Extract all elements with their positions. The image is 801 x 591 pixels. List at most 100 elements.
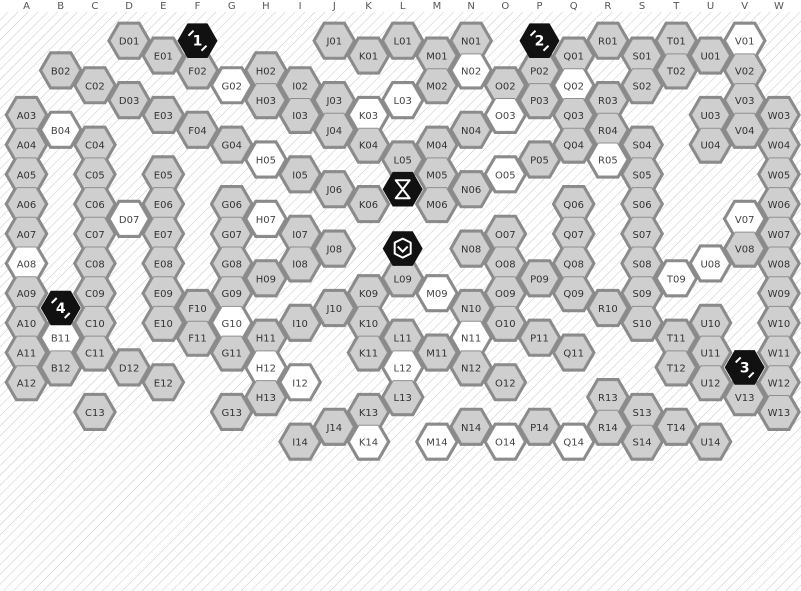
hex-cell-j08[interactable]: J08 bbox=[314, 231, 354, 266]
start-3-badge[interactable]: 3 bbox=[724, 350, 765, 385]
hex-cell-j06[interactable]: J06 bbox=[314, 172, 354, 207]
hex-cell-i03[interactable]: I03 bbox=[280, 98, 320, 132]
hex-cell-m14[interactable]: M14 bbox=[417, 424, 457, 459]
hex-cell-f11[interactable]: F11 bbox=[177, 320, 218, 355]
hex-cell-s10[interactable]: S10 bbox=[622, 305, 662, 340]
hex-cell-o14[interactable]: O14 bbox=[485, 424, 525, 459]
hex-cell-m06[interactable]: M06 bbox=[417, 187, 457, 221]
hex-cell-s14[interactable]: S14 bbox=[622, 424, 662, 459]
hex-cell-a12[interactable]: A12 bbox=[6, 365, 47, 400]
hex-cell-c02[interactable]: C02 bbox=[75, 68, 115, 103]
hourglass-x-icon[interactable] bbox=[382, 171, 423, 207]
hex-cell-b12[interactable]: B12 bbox=[41, 350, 81, 385]
shield-chevron-icon[interactable] bbox=[382, 231, 423, 266]
hex-cell-h07[interactable]: H07 bbox=[246, 201, 286, 236]
hex-cell-k11[interactable]: K11 bbox=[348, 335, 389, 370]
hex-cell-u12[interactable]: U12 bbox=[690, 365, 731, 400]
hex-label: C02 bbox=[85, 81, 105, 92]
hex-cell-i10[interactable]: I10 bbox=[280, 305, 320, 340]
hex-cell-q04[interactable]: Q04 bbox=[554, 127, 594, 162]
hex-cell-k14[interactable]: K14 bbox=[348, 424, 389, 459]
hex-cell-t12[interactable]: T12 bbox=[656, 350, 696, 385]
hex-cell-q09[interactable]: Q09 bbox=[554, 276, 594, 311]
hex-cell-h05[interactable]: H05 bbox=[246, 142, 286, 177]
hex-label: U10 bbox=[700, 319, 720, 330]
hex-cell-n02[interactable]: N02 bbox=[451, 53, 491, 88]
hex-cell-n14[interactable]: N14 bbox=[451, 409, 491, 444]
hex-cell-l03[interactable]: L03 bbox=[383, 83, 423, 118]
hex-cell-j04[interactable]: J04 bbox=[314, 112, 354, 147]
hex-cell-j01[interactable]: J01 bbox=[314, 23, 354, 58]
hex-cell-k04[interactable]: K04 bbox=[348, 127, 389, 162]
start-2-badge[interactable]: 2 bbox=[519, 23, 560, 58]
hex-cell-b04[interactable]: B04 bbox=[41, 112, 81, 147]
hex-cell-o05[interactable]: O05 bbox=[485, 157, 525, 192]
hex-cell-d12[interactable]: D12 bbox=[109, 350, 149, 385]
hex-cell-u04[interactable]: U04 bbox=[690, 127, 731, 162]
hex-cell-p03[interactable]: P03 bbox=[519, 83, 560, 118]
start-4-badge[interactable]: 4 bbox=[40, 290, 81, 326]
hex-cell-q11[interactable]: Q11 bbox=[554, 335, 594, 370]
hex-cell-g04[interactable]: G04 bbox=[212, 127, 252, 162]
hex-cell-l01[interactable]: L01 bbox=[383, 23, 423, 58]
hex-cell-t02[interactable]: T02 bbox=[656, 53, 696, 88]
hex-cell-g02[interactable]: G02 bbox=[212, 68, 252, 103]
hex-cell-h03[interactable]: H03 bbox=[246, 83, 286, 118]
hex-cell-o12[interactable]: O12 bbox=[485, 365, 525, 400]
hex-cell-i05[interactable]: I05 bbox=[280, 157, 320, 192]
hex-cell-b02[interactable]: B02 bbox=[41, 53, 81, 88]
hex-cell-e03[interactable]: E03 bbox=[143, 98, 183, 132]
hex-cell-i12[interactable]: I12 bbox=[280, 365, 320, 400]
hex-cell-n12[interactable]: N12 bbox=[451, 350, 491, 385]
hex-cell-u01[interactable]: U01 bbox=[690, 38, 731, 73]
hex-cell-l13[interactable]: L13 bbox=[383, 380, 423, 415]
column-label-f: F bbox=[195, 1, 201, 12]
hex-cell-h09[interactable]: H09 bbox=[246, 261, 286, 296]
hex-label: V01 bbox=[735, 37, 755, 48]
hex-cell-n06[interactable]: N06 bbox=[451, 172, 491, 207]
hex-cell-d01[interactable]: D01 bbox=[109, 23, 149, 58]
hex-cell-p14[interactable]: P14 bbox=[519, 409, 560, 444]
hex-cell-i14[interactable]: I14 bbox=[280, 424, 320, 459]
hex-cell-h13[interactable]: H13 bbox=[246, 380, 286, 415]
hex-cell-u08[interactable]: U08 bbox=[690, 246, 731, 281]
hex-cell-r05[interactable]: R05 bbox=[588, 142, 628, 177]
hex-cell-e10[interactable]: E10 bbox=[143, 305, 183, 340]
hex-cell-d03[interactable]: D03 bbox=[109, 83, 149, 118]
hex-cell-m09[interactable]: M09 bbox=[417, 276, 457, 311]
hex-cell-v04[interactable]: V04 bbox=[725, 112, 765, 147]
hex-cell-g11[interactable]: G11 bbox=[212, 335, 252, 370]
hex-cell-f04[interactable]: F04 bbox=[177, 112, 218, 147]
hex-cell-p11[interactable]: P11 bbox=[519, 320, 560, 355]
hex-cell-o03[interactable]: O03 bbox=[485, 98, 525, 132]
hex-cell-m02[interactable]: M02 bbox=[417, 68, 457, 103]
hex-cell-r10[interactable]: R10 bbox=[588, 291, 628, 325]
hex-cell-p05[interactable]: P05 bbox=[519, 142, 560, 177]
hex-cell-p09[interactable]: P09 bbox=[519, 261, 560, 296]
hex-cell-d07[interactable]: D07 bbox=[109, 201, 149, 236]
hex-cell-j14[interactable]: J14 bbox=[314, 409, 354, 444]
start-1-badge[interactable]: 1 bbox=[177, 23, 218, 58]
hex-cell-j10[interactable]: J10 bbox=[314, 291, 354, 325]
hex-cell-o10[interactable]: O10 bbox=[485, 305, 525, 340]
hex-cell-r01[interactable]: R01 bbox=[588, 23, 628, 58]
hex-cell-u14[interactable]: U14 bbox=[690, 424, 731, 459]
hex-cell-c11[interactable]: C11 bbox=[75, 335, 115, 370]
hex-cell-e12[interactable]: E12 bbox=[143, 365, 183, 400]
hex-cell-q14[interactable]: Q14 bbox=[554, 424, 594, 459]
hex-cell-i08[interactable]: I08 bbox=[280, 246, 320, 281]
hex-cell-k01[interactable]: K01 bbox=[348, 38, 389, 73]
hex-cell-c13[interactable]: C13 bbox=[75, 395, 115, 429]
hex-cell-k06[interactable]: K06 bbox=[348, 187, 389, 221]
hex-cell-n04[interactable]: N04 bbox=[451, 112, 491, 147]
hex-cell-t14[interactable]: T14 bbox=[656, 409, 696, 444]
hex-cell-e01[interactable]: E01 bbox=[143, 38, 183, 73]
hex-cell-r14[interactable]: R14 bbox=[588, 409, 628, 444]
hex-cell-n08[interactable]: N08 bbox=[451, 231, 491, 266]
hex-cell-m11[interactable]: M11 bbox=[417, 335, 457, 370]
hex-cell-w13[interactable]: W13 bbox=[759, 395, 799, 429]
hex-cell-g13[interactable]: G13 bbox=[212, 395, 252, 429]
hex-cell-s02[interactable]: S02 bbox=[622, 68, 662, 103]
hex-cell-v08[interactable]: V08 bbox=[725, 231, 765, 266]
hex-cell-t09[interactable]: T09 bbox=[656, 261, 696, 296]
